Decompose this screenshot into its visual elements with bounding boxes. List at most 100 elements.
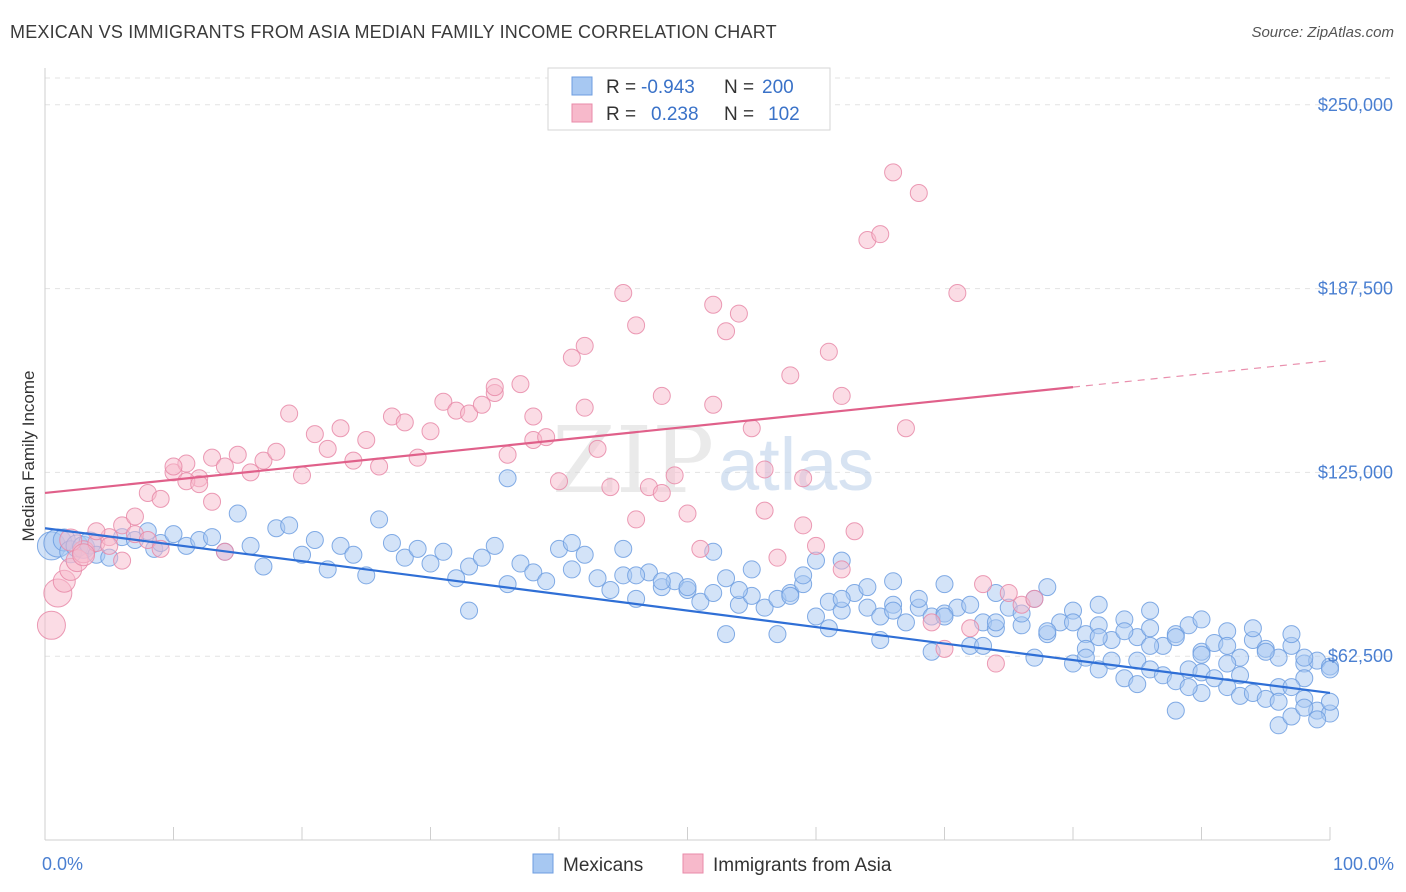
- asia-point: [601, 478, 620, 497]
- asia-point: [370, 457, 389, 476]
- legend-r-label-2: R =: [606, 104, 636, 125]
- legend-n-label-1: N =: [724, 77, 754, 98]
- asia-point: [408, 448, 427, 467]
- mexicans-point: [627, 566, 646, 585]
- mexicans-point: [1025, 648, 1044, 667]
- mexicans-point: [974, 636, 993, 655]
- mexicans-point: [742, 560, 761, 579]
- mexicans-point: [203, 528, 222, 547]
- mexicans-point: [704, 583, 723, 602]
- mexicans-point: [858, 578, 877, 597]
- watermark-atlas: atlas: [718, 423, 874, 506]
- asia-point: [72, 543, 96, 567]
- mexicans-point: [1243, 619, 1262, 638]
- asia-point: [588, 439, 607, 458]
- mexicans-point: [1089, 628, 1108, 647]
- mexicans-point: [241, 536, 260, 555]
- mexicans-point: [1321, 660, 1339, 679]
- asia-point: [524, 407, 543, 426]
- mexicans-point: [344, 545, 363, 564]
- asia-trend-line: [44, 385, 1074, 495]
- mexicans-point: [524, 563, 543, 582]
- mexicans-point: [395, 548, 414, 567]
- y-tick-labels: $250,000 $187,500 $125,000 $62,500: [1318, 95, 1393, 666]
- legend-swatch-asia: [571, 103, 593, 123]
- asia-point: [254, 451, 273, 470]
- mexicans-point: [691, 592, 710, 611]
- mexicans-point: [1064, 613, 1082, 632]
- mexicans-point: [588, 569, 607, 588]
- mexicans-point: [1269, 692, 1288, 711]
- mexicans-point: [164, 525, 183, 544]
- asia-point: [755, 501, 774, 520]
- chart-source: Source: ZipAtlas.com: [1251, 24, 1394, 41]
- mexicans-point: [1256, 642, 1275, 661]
- mexicans-point: [832, 589, 851, 608]
- mexicans-point: [254, 557, 273, 576]
- asia-point: [999, 583, 1018, 602]
- asia-point: [627, 510, 646, 529]
- legend-frame: [547, 67, 831, 131]
- asia-point: [781, 366, 800, 385]
- legend-swatch-mexicans: [571, 76, 593, 96]
- mexicans-trend-line: [44, 527, 1331, 695]
- trend-lines: [44, 360, 1331, 695]
- mexicans-point: [717, 625, 736, 644]
- asia-point: [575, 398, 594, 417]
- bottom-legend: Mexicans Immigrants from Asia: [532, 853, 892, 876]
- mexicans-point: [1089, 595, 1108, 614]
- asia-point: [909, 183, 928, 202]
- asia-point: [395, 413, 414, 432]
- asia-point: [704, 295, 723, 314]
- mexicans-point: [614, 539, 633, 558]
- mexicans-point: [1269, 716, 1288, 735]
- mexicans-point: [884, 572, 903, 591]
- mexicans-point: [408, 539, 427, 558]
- asia-point: [434, 392, 453, 411]
- legend-r-label-1: R =: [606, 77, 636, 98]
- asia-point: [100, 536, 119, 555]
- asia-point: [691, 539, 710, 558]
- asia-point: [293, 466, 311, 485]
- asia-point: [472, 395, 491, 414]
- asia-point: [717, 322, 736, 341]
- mexicans-points: [36, 469, 1339, 735]
- asia-trend-line-extension: [1072, 360, 1331, 388]
- mexicans-point: [562, 533, 581, 552]
- asia-point: [511, 375, 530, 394]
- asia-point: [498, 445, 517, 464]
- asia-point: [652, 483, 671, 502]
- mexicans-point: [447, 569, 466, 588]
- mexicans-point: [1038, 578, 1057, 597]
- asia-point: [729, 304, 748, 323]
- asia-point: [575, 336, 594, 355]
- mexicans-point: [1179, 678, 1198, 697]
- asia-point: [267, 442, 286, 461]
- asia-point: [113, 551, 132, 570]
- asia-point: [614, 283, 633, 302]
- asia-point: [36, 610, 66, 640]
- asia-point: [421, 422, 440, 441]
- asia-point: [665, 466, 684, 485]
- watermark-zip: ZIP: [552, 407, 714, 514]
- y-tick-label: $125,000: [1318, 462, 1393, 482]
- legend-n-value-1: 200: [762, 77, 794, 98]
- asia-point: [164, 457, 183, 476]
- asia-point: [884, 163, 903, 182]
- mexicans-point: [1295, 698, 1314, 717]
- mexicans-point: [498, 575, 517, 594]
- mexicans-point: [909, 589, 928, 608]
- asia-point: [203, 448, 222, 467]
- mexicans-point: [1218, 636, 1237, 655]
- mexicans-point: [1192, 645, 1211, 664]
- mexicans-point: [537, 572, 556, 591]
- mexicans-point: [935, 575, 954, 594]
- asia-point: [896, 419, 915, 438]
- asia-point: [318, 439, 337, 458]
- mexicans-point: [1166, 628, 1185, 647]
- mexicans-point: [370, 510, 389, 529]
- asia-point: [794, 469, 813, 488]
- asia-point: [59, 528, 83, 552]
- mexicans-point: [1141, 636, 1160, 655]
